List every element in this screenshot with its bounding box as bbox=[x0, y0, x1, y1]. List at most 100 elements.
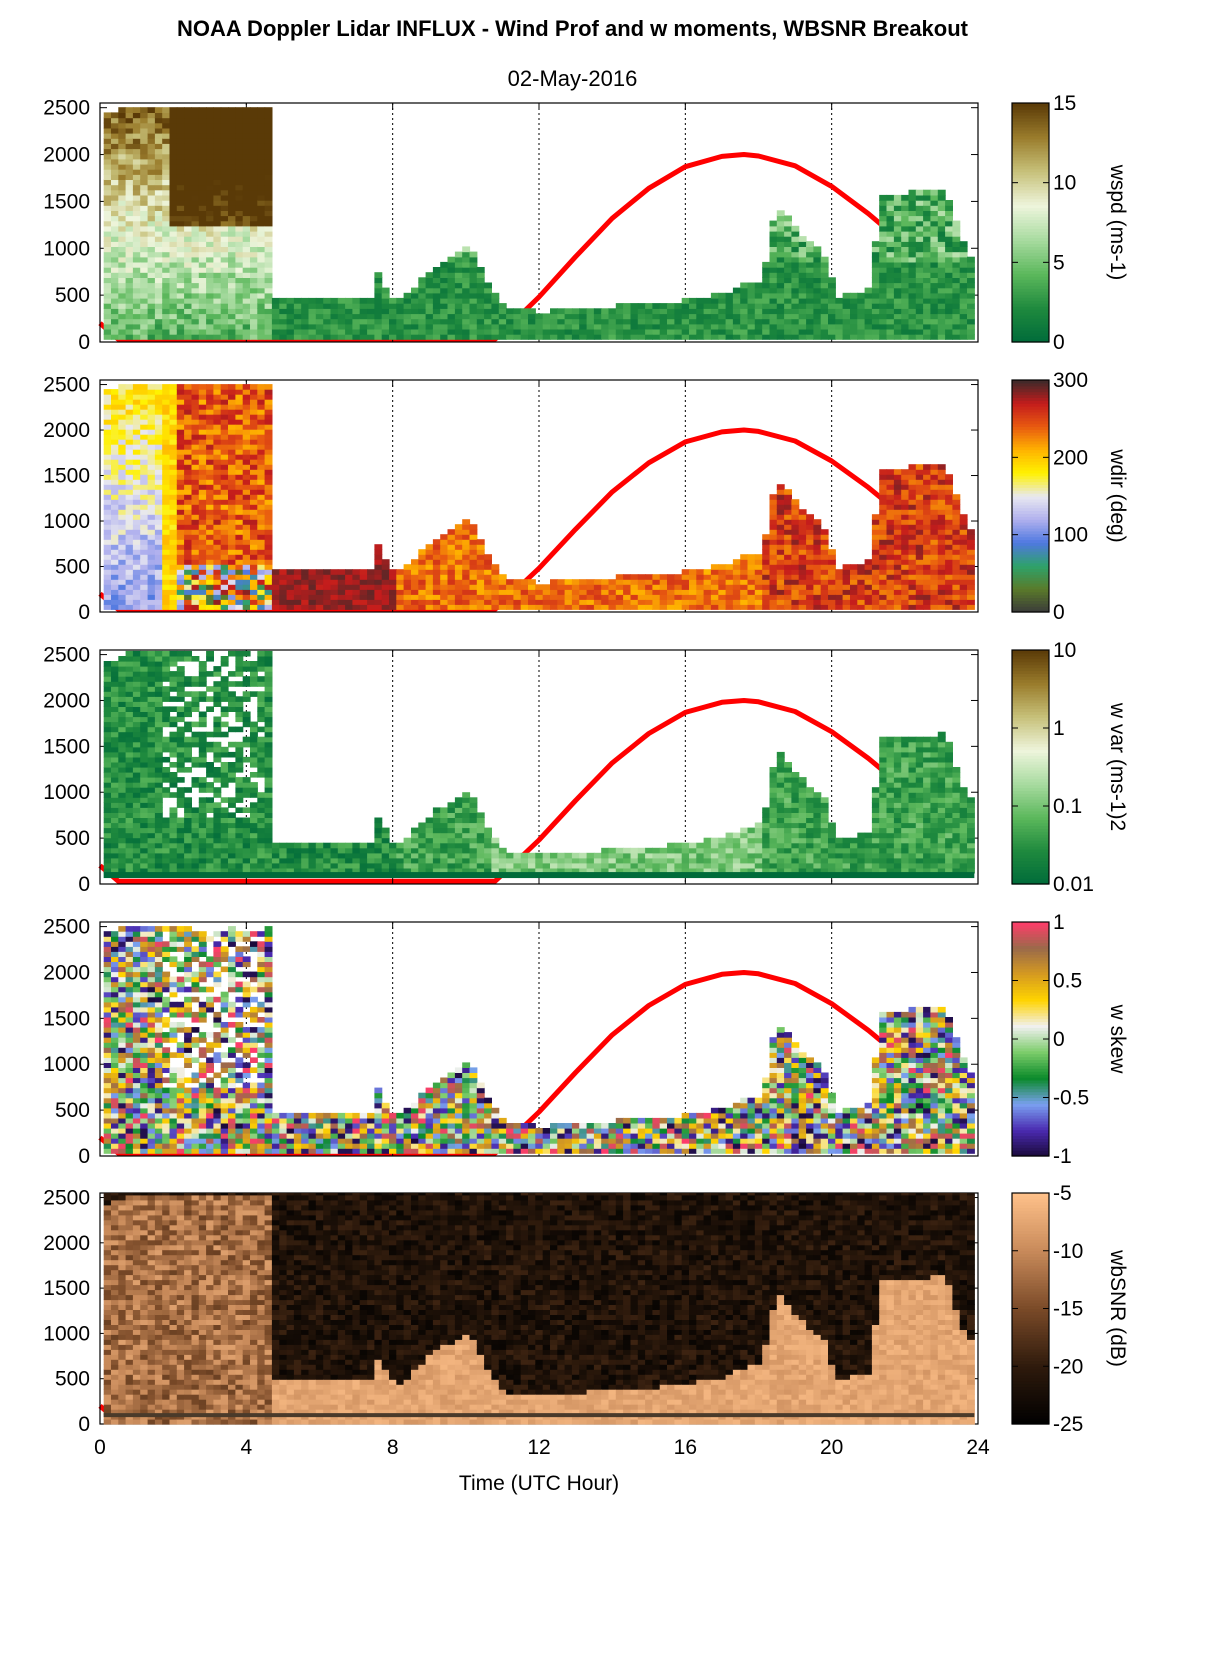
heatmap-cell bbox=[652, 594, 661, 600]
heatmap-cell bbox=[864, 318, 873, 325]
heatmap-cell bbox=[140, 772, 149, 778]
heatmap-cell bbox=[206, 544, 214, 550]
heatmap-cell bbox=[176, 189, 185, 196]
heatmap-cell bbox=[132, 334, 141, 340]
heatmap-cell bbox=[806, 524, 814, 530]
heatmap-cell bbox=[374, 282, 383, 289]
heatmap-cell bbox=[169, 334, 178, 340]
heatmap-cell bbox=[118, 318, 127, 325]
y-tick-label: 2500 bbox=[43, 97, 90, 120]
heatmap-cell bbox=[952, 303, 961, 309]
heatmap-cell bbox=[476, 604, 485, 610]
heatmap-cell bbox=[103, 143, 112, 150]
heatmap-cell bbox=[623, 584, 631, 590]
heatmap-cell bbox=[915, 579, 924, 585]
heatmap-cell bbox=[198, 334, 207, 340]
heatmap-cell bbox=[140, 721, 149, 728]
heatmap-cell bbox=[191, 574, 200, 580]
heatmap-cell bbox=[762, 318, 771, 325]
heatmap-cell bbox=[125, 564, 134, 570]
heatmap-cell bbox=[411, 318, 419, 325]
heatmap-cell bbox=[213, 539, 222, 545]
colorbar-segment bbox=[1012, 117, 1049, 122]
heatmap-cell bbox=[147, 272, 156, 278]
heatmap-cell bbox=[432, 287, 441, 294]
heatmap-cell bbox=[462, 277, 471, 284]
heatmap-cell bbox=[286, 297, 295, 304]
heatmap-cell bbox=[206, 599, 214, 605]
heatmap-cell bbox=[879, 318, 888, 325]
heatmap-cell bbox=[498, 584, 507, 590]
heatmap-cell bbox=[125, 414, 134, 420]
heatmap-cell bbox=[206, 328, 214, 335]
heatmap-cell bbox=[732, 323, 741, 330]
heatmap-cell bbox=[264, 174, 273, 180]
heatmap-cell bbox=[915, 509, 924, 515]
heatmap-cell bbox=[198, 323, 207, 330]
heatmap-cell bbox=[842, 589, 851, 595]
heatmap-cell bbox=[169, 261, 178, 268]
heatmap-cell bbox=[615, 313, 624, 320]
heatmap-cell bbox=[264, 604, 273, 610]
heatmap-cell bbox=[242, 308, 251, 315]
heatmap-cell bbox=[418, 589, 427, 595]
heatmap-cell bbox=[901, 215, 910, 222]
heatmap-cell bbox=[140, 163, 149, 170]
heatmap-cell bbox=[264, 384, 273, 390]
colorbar-segment bbox=[1012, 114, 1049, 119]
heatmap-cell bbox=[154, 514, 163, 520]
heatmap-cell bbox=[169, 112, 178, 119]
heatmap-cell bbox=[103, 847, 112, 854]
heatmap-cell bbox=[220, 117, 229, 124]
heatmap-cell bbox=[250, 323, 258, 330]
heatmap-cell bbox=[191, 148, 200, 155]
heatmap-cell bbox=[111, 429, 119, 435]
heatmap-cell bbox=[125, 787, 134, 793]
colorbar-segment bbox=[1012, 548, 1049, 552]
heatmap-cell bbox=[491, 323, 500, 330]
heatmap-cell bbox=[923, 574, 931, 580]
heatmap-cell bbox=[118, 509, 127, 515]
heatmap-cell bbox=[798, 297, 807, 304]
heatmap-cell bbox=[520, 584, 529, 590]
heatmap-cell bbox=[184, 138, 192, 144]
heatmap-cell bbox=[125, 292, 134, 299]
heatmap-cell bbox=[191, 143, 200, 150]
heatmap-cell bbox=[893, 514, 902, 520]
heatmap-cell bbox=[271, 599, 280, 605]
heatmap-cell bbox=[469, 267, 478, 273]
heatmap-cell bbox=[542, 318, 551, 325]
heatmap-cell bbox=[191, 594, 200, 600]
colorbar-segment bbox=[1012, 198, 1049, 203]
heatmap-cell bbox=[176, 504, 185, 510]
heatmap-cell bbox=[930, 308, 939, 315]
heatmap-cell bbox=[154, 534, 163, 540]
heatmap-cell bbox=[118, 189, 127, 196]
heatmap-cell bbox=[125, 529, 134, 535]
heatmap-cell bbox=[140, 499, 149, 505]
heatmap-cell bbox=[791, 272, 800, 278]
heatmap-cell bbox=[886, 574, 895, 580]
heatmap-cell bbox=[118, 731, 127, 738]
heatmap-cell bbox=[264, 599, 273, 605]
heatmap-cell bbox=[396, 318, 405, 325]
heatmap-cell bbox=[184, 215, 192, 222]
heatmap-cell bbox=[930, 594, 939, 600]
heatmap-cell bbox=[118, 251, 127, 258]
heatmap-cell bbox=[184, 122, 192, 129]
heatmap-cell bbox=[542, 589, 551, 595]
heatmap-cell bbox=[118, 169, 127, 175]
heatmap-cell bbox=[154, 394, 163, 400]
heatmap-cell bbox=[191, 256, 200, 263]
heatmap-cell bbox=[257, 479, 266, 485]
heatmap-cell bbox=[220, 184, 229, 191]
heatmap-cell bbox=[337, 589, 346, 595]
heatmap-cell bbox=[908, 509, 917, 515]
heatmap-cell bbox=[132, 857, 141, 864]
heatmap-cell bbox=[908, 529, 917, 535]
heatmap-cell bbox=[798, 318, 807, 325]
heatmap-cell bbox=[118, 696, 127, 702]
heatmap-cell bbox=[242, 519, 251, 525]
heatmap-cell bbox=[337, 574, 346, 580]
heatmap-cell bbox=[206, 205, 214, 211]
